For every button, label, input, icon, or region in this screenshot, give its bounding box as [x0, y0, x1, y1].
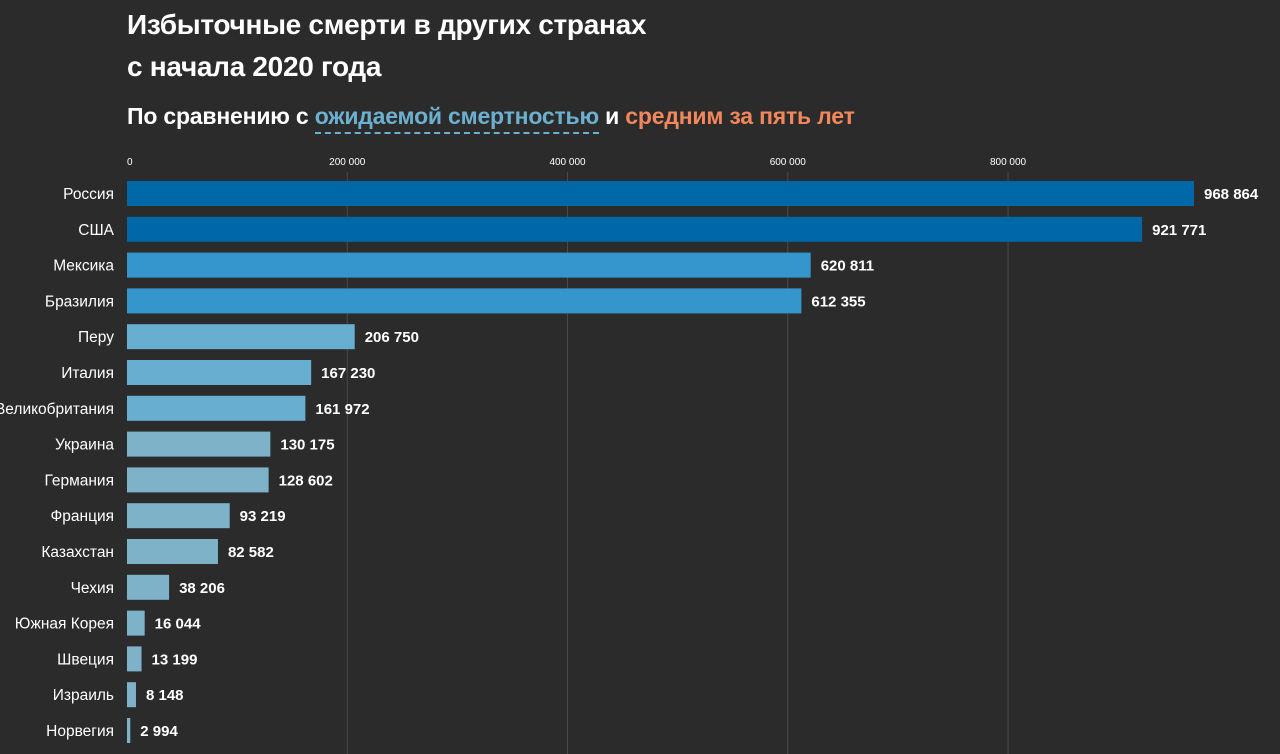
category-label: Южная Корея [15, 616, 114, 633]
bar [127, 574, 170, 600]
bar [127, 682, 136, 708]
data-label: 93 219 [240, 508, 286, 525]
category-label: Великобритания [0, 401, 114, 418]
category-label: Казахстан [41, 544, 114, 561]
bar [127, 360, 312, 385]
category-label: Норвегия [46, 723, 114, 740]
data-label: 13 199 [152, 651, 198, 668]
bar [127, 503, 230, 529]
x-tick-label: 400 000 [549, 157, 586, 168]
data-label: 82 582 [228, 544, 274, 561]
bar [127, 324, 355, 350]
x-tick-label: 200 000 [329, 157, 366, 168]
data-label: 612 355 [811, 293, 865, 310]
category-label: Швеция [57, 651, 114, 668]
data-label: 38 206 [179, 580, 225, 597]
category-label: Чехия [71, 580, 114, 597]
category-label: Германия [45, 472, 115, 489]
data-label: 2 994 [140, 723, 178, 740]
bar [127, 610, 145, 636]
x-tick-label: 600 000 [770, 157, 807, 168]
data-label: 16 044 [155, 616, 202, 633]
data-label: 161 972 [315, 401, 369, 418]
bar [127, 395, 306, 421]
category-label: США [78, 222, 114, 239]
x-tick-label: 800 000 [990, 157, 1027, 168]
category-label: Франция [50, 508, 114, 525]
subtitle-prefix: По сравнению с [127, 103, 309, 129]
chart-title-line2: с начала 2020 года [127, 51, 382, 82]
bar [127, 252, 811, 278]
data-label: 620 811 [821, 258, 874, 275]
bar [127, 181, 1194, 206]
chart-title-line1: Избыточные смерти в других странах [127, 9, 647, 40]
category-label: Мексика [53, 258, 114, 275]
category-label: Россия [63, 186, 114, 203]
data-label: 968 864 [1204, 186, 1259, 203]
chart-title: Избыточные смерти в других странах с нач… [127, 4, 1027, 88]
bar [127, 431, 271, 457]
bar [127, 216, 1143, 242]
bar [127, 718, 131, 743]
data-label: 206 750 [365, 329, 419, 346]
subtitle-expected-toggle[interactable]: ожидаемой смертностью [314, 103, 599, 134]
chart-subtitle: По сравнению с ожидаемой смертностью и с… [127, 100, 855, 134]
category-label: Италия [61, 365, 114, 382]
data-label: 128 602 [279, 472, 333, 489]
category-label: Перу [78, 329, 114, 346]
data-label: 921 771 [1152, 222, 1206, 239]
data-label: 130 175 [280, 437, 334, 454]
subtitle-average-toggle[interactable]: средним за пять лет [625, 103, 855, 129]
x-tick-label: 0 [127, 157, 133, 168]
data-label: 167 230 [321, 365, 375, 382]
bar [127, 539, 218, 564]
category-label: Израиль [53, 687, 114, 704]
subtitle-and: и [605, 103, 620, 129]
bar [127, 467, 269, 493]
category-label: Бразилия [45, 293, 114, 310]
bar [127, 288, 802, 314]
category-label: Украина [55, 437, 114, 454]
data-label: 8 148 [146, 687, 184, 704]
bar [127, 646, 142, 672]
